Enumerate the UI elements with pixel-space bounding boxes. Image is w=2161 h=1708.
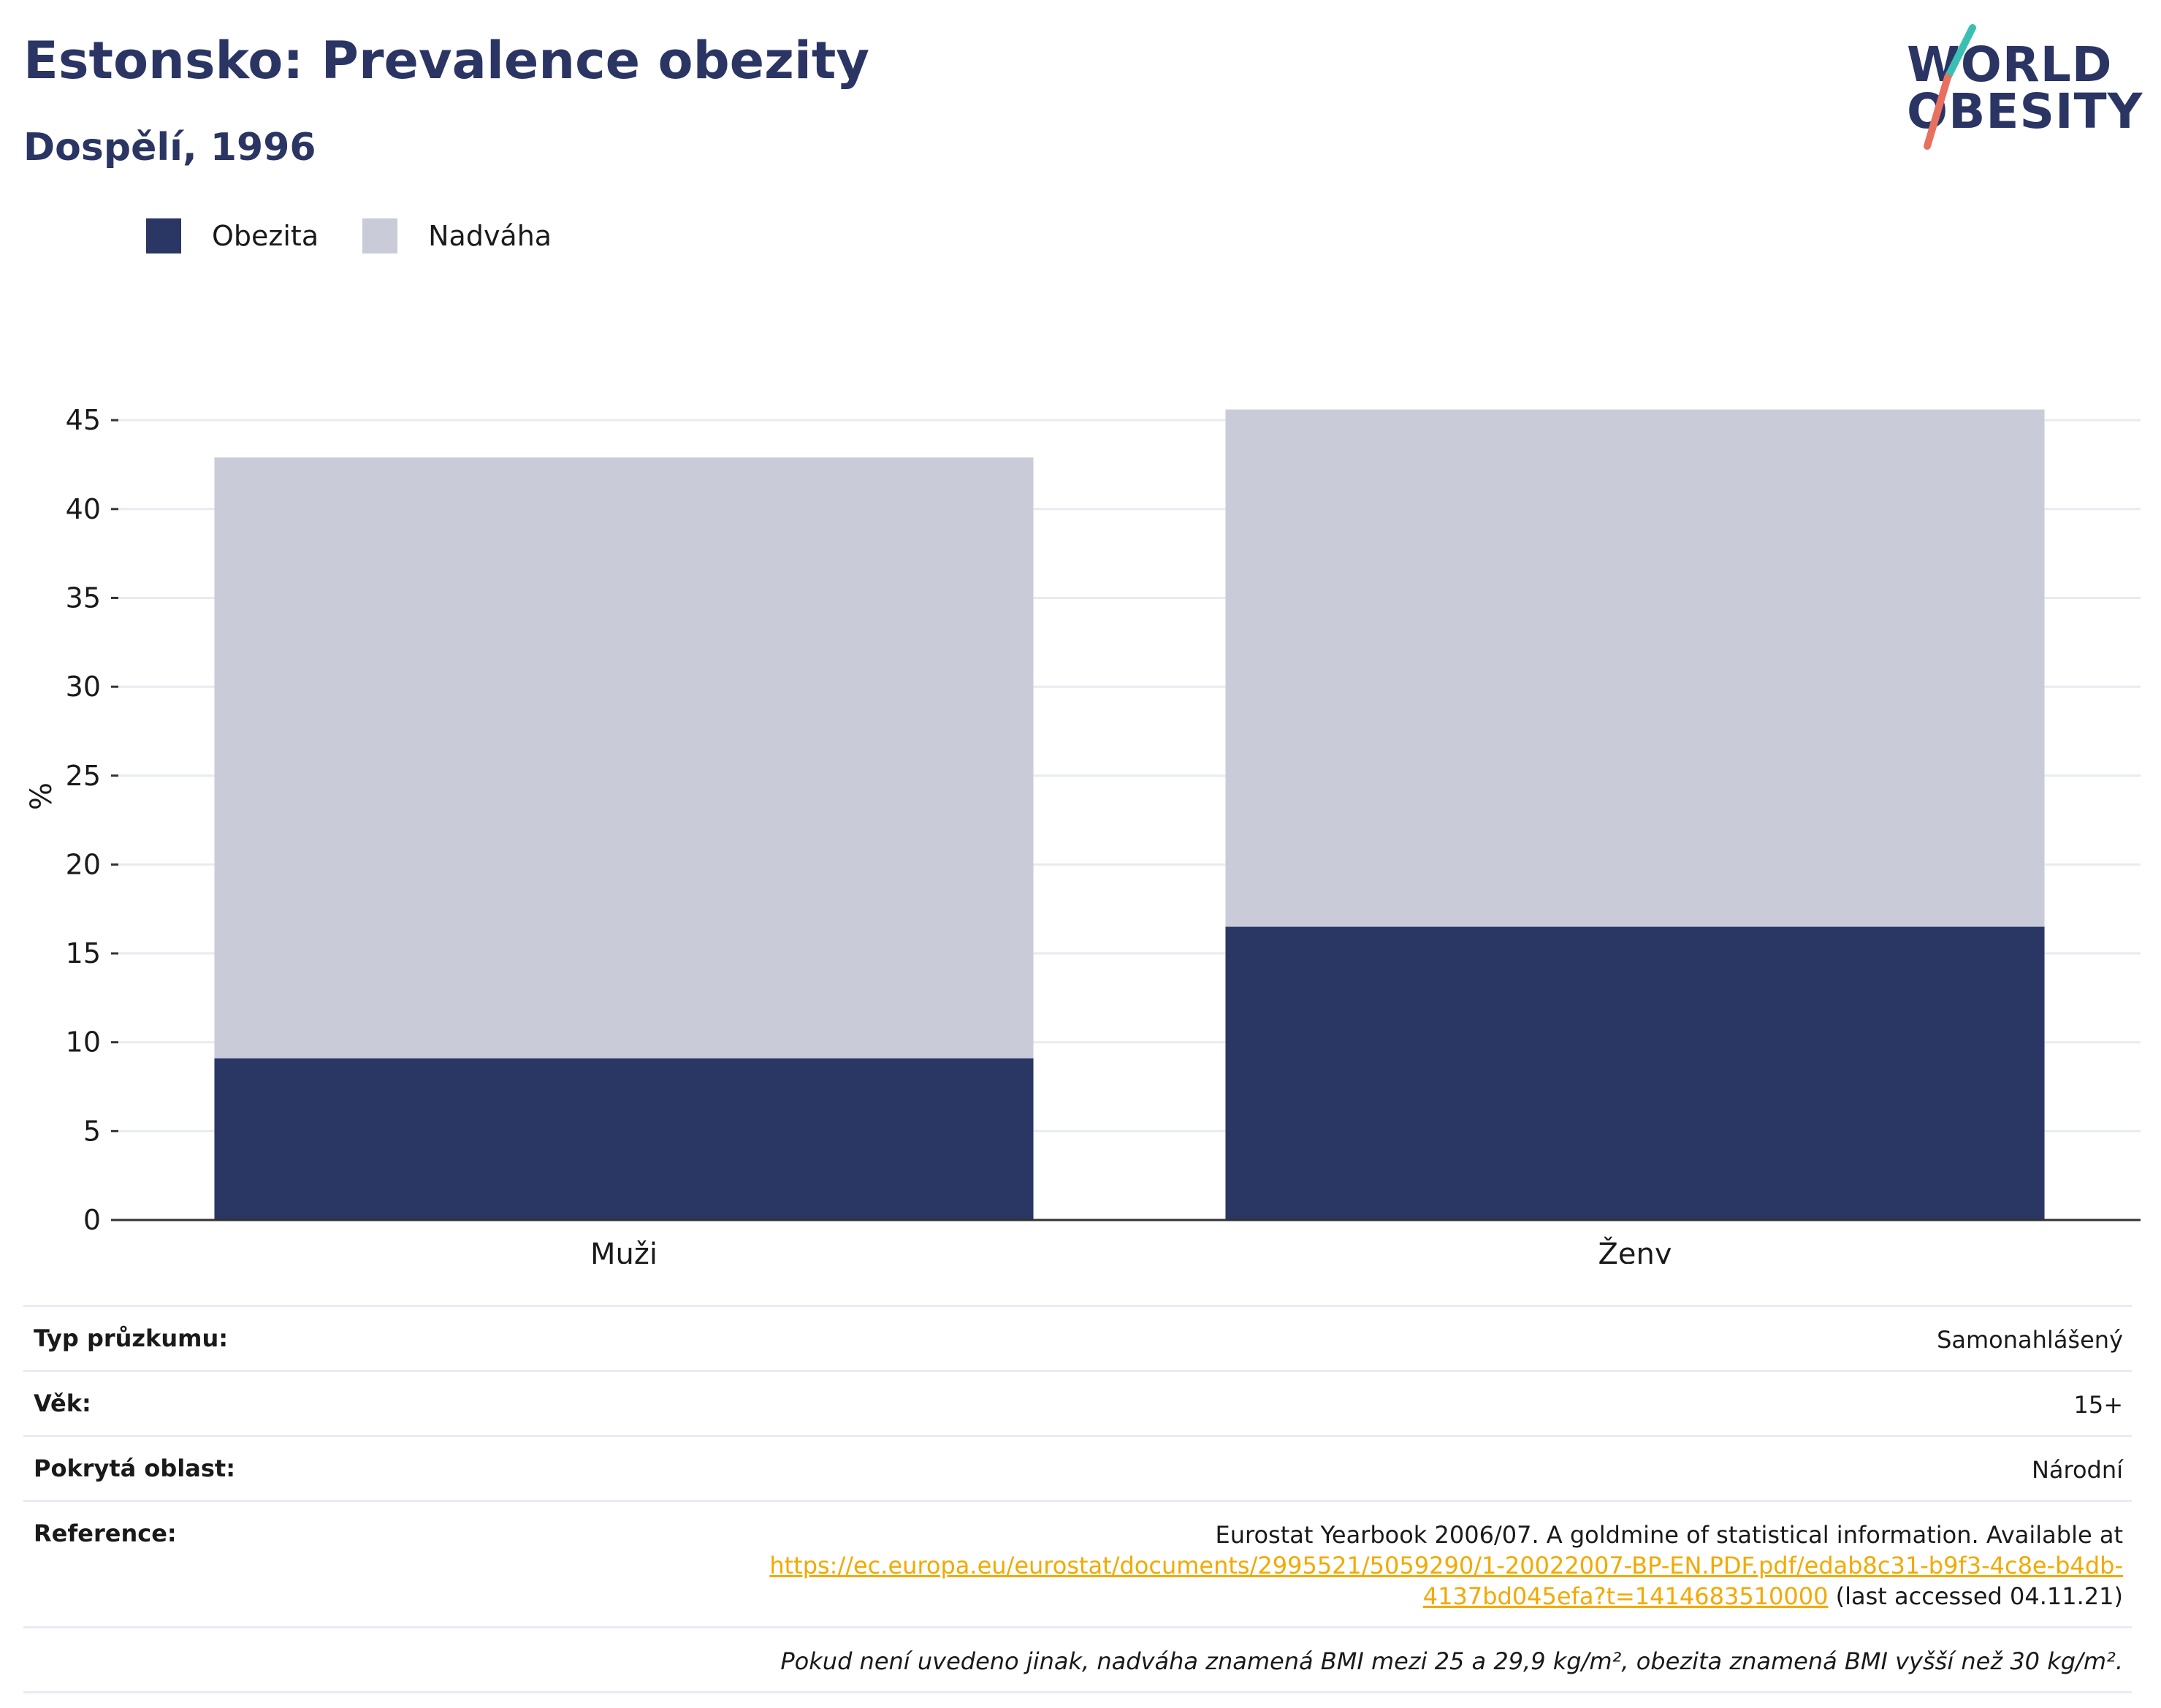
y-tick-label: 25 bbox=[66, 760, 101, 792]
definition-note: Pokud není uvedeno jinak, nadváha znamen… bbox=[780, 1647, 2123, 1675]
info-key-coverage: Pokrytá oblast: bbox=[34, 1455, 235, 1482]
reference-link[interactable]: https://ec.europa.eu/eurostat/documents/… bbox=[769, 1552, 2123, 1610]
y-axis-ticks: 0 5 10 15 20 25 30 35 40 45 bbox=[66, 404, 118, 1236]
stacked-bar-chart: 0 5 10 15 20 25 30 35 40 45 Muži Ženy % bbox=[25, 404, 2141, 1264]
legend-swatch-overweight bbox=[362, 218, 398, 253]
legend-label-obesity: Obezita bbox=[212, 220, 319, 252]
info-key-age: Věk: bbox=[34, 1389, 91, 1417]
chart-legend: Obezita Nadváha bbox=[146, 218, 595, 254]
info-key-reference: Reference: bbox=[34, 1520, 177, 1547]
x-tick-label: Muži bbox=[590, 1238, 658, 1264]
y-tick-label: 20 bbox=[66, 848, 101, 880]
info-key-survey-type: Typ průzkumu: bbox=[34, 1324, 229, 1352]
info-row-reference: Reference: Eurostat Yearbook 2006/07. A … bbox=[23, 1500, 2132, 1626]
info-value-age: 15+ bbox=[2073, 1391, 2123, 1419]
reference-text: Eurostat Yearbook 2006/07. A goldmine of… bbox=[1215, 1521, 2124, 1549]
bar-obesity-1 bbox=[1225, 926, 2045, 1220]
world-obesity-logo: WORLD OBESITY bbox=[1907, 22, 2148, 153]
chart-title: Estonsko: Prevalence obezity bbox=[23, 31, 869, 91]
bar-overweight-0 bbox=[214, 457, 1034, 1059]
y-tick-label: 30 bbox=[66, 671, 101, 703]
info-value-survey-type: Samonahlášený bbox=[1937, 1326, 2123, 1354]
logo-word-world: WORLD bbox=[1907, 37, 2113, 93]
x-axis-ticks: Muži Ženy bbox=[118, 1219, 2141, 1264]
legend-label-overweight: Nadváha bbox=[428, 220, 552, 252]
y-tick-label: 45 bbox=[66, 404, 101, 436]
info-row-age: Věk: 15+ bbox=[23, 1370, 2132, 1435]
legend-item-overweight: Nadváha bbox=[362, 218, 552, 253]
y-tick-label: 40 bbox=[66, 493, 101, 525]
x-tick-label: Ženy bbox=[1598, 1236, 1672, 1264]
chart-subtitle: Dospělí, 1996 bbox=[23, 126, 316, 169]
y-tick-label: 5 bbox=[83, 1115, 101, 1147]
bar-overweight-1 bbox=[1225, 409, 2045, 927]
y-axis-label: % bbox=[25, 782, 58, 810]
y-tick-label: 35 bbox=[66, 582, 101, 614]
y-tick-label: 10 bbox=[66, 1026, 101, 1059]
y-tick-label: 0 bbox=[83, 1204, 101, 1236]
reference-accessed: (last accessed 04.11.21) bbox=[1835, 1582, 2123, 1610]
y-tick-label: 15 bbox=[66, 937, 101, 969]
legend-swatch-obesity bbox=[146, 218, 181, 253]
info-value-coverage: Národní bbox=[2031, 1456, 2123, 1484]
info-row-coverage: Pokrytá oblast: Národní bbox=[23, 1435, 2132, 1500]
info-value-reference: Eurostat Yearbook 2006/07. A goldmine of… bbox=[735, 1520, 2123, 1612]
legend-item-obesity: Obezita bbox=[146, 218, 319, 253]
logo-slash-icon bbox=[1924, 24, 1976, 150]
info-row-survey-type: Typ průzkumu: Samonahlášený bbox=[23, 1305, 2132, 1370]
chart-bars bbox=[214, 409, 2045, 1220]
info-row-note: Pokud není uvedeno jinak, nadváha znamen… bbox=[23, 1626, 2132, 1693]
survey-info-table: Typ průzkumu: Samonahlášený Věk: 15+ Pok… bbox=[23, 1305, 2132, 1693]
bar-obesity-0 bbox=[214, 1058, 1034, 1220]
